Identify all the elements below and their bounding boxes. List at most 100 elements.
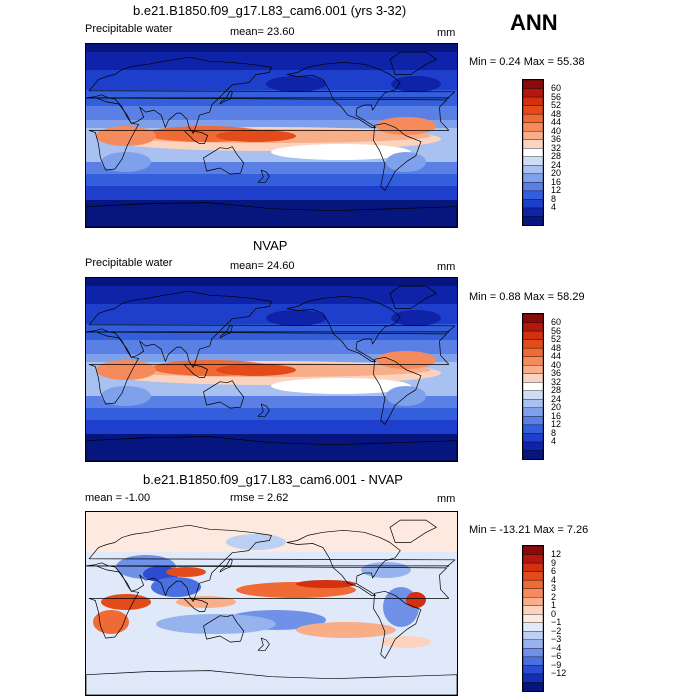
panel2-map xyxy=(85,277,458,462)
field-band xyxy=(86,174,457,186)
panel3-mean: mean = -1.00 xyxy=(85,492,151,504)
colorbar-box xyxy=(523,622,543,632)
field-blob xyxy=(216,364,296,376)
colorbar-box xyxy=(523,182,543,192)
field-blob xyxy=(216,130,296,142)
colorbar-box xyxy=(523,156,543,166)
field-band xyxy=(86,420,457,434)
continent-outline xyxy=(86,670,457,695)
colorbar-tick-label: 32 xyxy=(551,142,562,153)
field-band xyxy=(86,200,457,227)
colorbar-tick-label: 12 xyxy=(551,549,562,559)
field-blob xyxy=(296,580,356,588)
colorbar-tick-label: 40 xyxy=(551,125,562,136)
panel3-map-svg xyxy=(86,512,457,695)
panel2-colorbar-svg xyxy=(523,314,543,459)
colorbar-tick-label: 12 xyxy=(551,185,562,196)
field-band xyxy=(86,434,457,461)
colorbar-tick-label: 48 xyxy=(551,342,562,353)
continent-outline xyxy=(86,202,457,227)
colorbar-tick-label: 4 xyxy=(551,202,557,213)
field-band xyxy=(86,162,457,174)
continent-outline xyxy=(219,90,233,105)
panel1-title: b.e21.B1850.f09_g17.L83_cam6.001 (yrs 3-… xyxy=(133,3,407,18)
panel3-colorbar xyxy=(522,545,544,692)
field-blob xyxy=(361,562,411,578)
colorbar-tick-label: 28 xyxy=(551,151,562,162)
colorbar-box xyxy=(523,199,543,209)
continent-outline xyxy=(219,558,233,573)
field-band xyxy=(86,396,457,408)
colorbar-box xyxy=(523,605,543,615)
panel2-mean: mean= 24.60 xyxy=(230,260,295,272)
panel1-map-svg xyxy=(86,44,457,227)
colorbar-tick-label: 20 xyxy=(551,402,562,413)
panel1-field-label: Precipitable water xyxy=(85,23,173,35)
panel3-unit: mm xyxy=(437,493,456,505)
field-blob xyxy=(296,622,396,638)
panel2-colorbar xyxy=(522,313,544,460)
field-band xyxy=(86,408,457,420)
colorbar-box xyxy=(523,139,543,149)
colorbar-box xyxy=(523,656,543,667)
continent-outline xyxy=(389,51,437,75)
colorbar-tick-label: −9 xyxy=(551,659,562,670)
field-band xyxy=(86,106,457,120)
continent-outline xyxy=(203,614,245,643)
colorbar-tick-label: 60 xyxy=(551,83,562,93)
continent-outline xyxy=(257,169,270,183)
field-blob xyxy=(266,76,326,92)
colorbar-box xyxy=(523,339,543,349)
colorbar-tick-label: 9 xyxy=(551,557,557,568)
colorbar-tick-label: 24 xyxy=(551,159,562,170)
colorbar-box xyxy=(523,216,543,225)
colorbar-tick-label: 36 xyxy=(551,368,562,379)
colorbar-tick-label: 6 xyxy=(551,566,557,577)
colorbar-tick-label: 0 xyxy=(551,608,557,619)
colorbar-box xyxy=(523,96,543,107)
colorbar-box xyxy=(523,579,543,590)
panel3-title: b.e21.B1850.f09_g17.L83_cam6.001 - NVAP xyxy=(143,472,403,487)
field-blob xyxy=(271,378,411,394)
continent-outline xyxy=(373,590,422,659)
colorbar-tick-label: 36 xyxy=(551,134,562,145)
continent-outline xyxy=(389,519,437,543)
colorbar-tick-label: −6 xyxy=(551,651,562,662)
field-blob xyxy=(96,360,156,380)
field-band xyxy=(86,354,457,364)
colorbar-tick-label: 48 xyxy=(551,108,562,119)
continent-outline xyxy=(86,524,456,602)
continent-outline xyxy=(183,364,208,378)
continent-outline xyxy=(219,324,233,339)
colorbar-box xyxy=(523,631,543,641)
colorbar-tick-label: 12 xyxy=(551,419,562,430)
field-blob xyxy=(391,76,441,92)
panel1-unit: mm xyxy=(437,27,456,39)
panel2-unit: mm xyxy=(437,261,456,273)
colorbar-tick-label: 16 xyxy=(551,176,562,187)
colorbar-tick-label: −1 xyxy=(551,617,562,628)
continent-outline xyxy=(373,356,422,425)
panel2-minmax: Min = 0.88 Max = 58.29 xyxy=(469,291,585,303)
colorbar-box xyxy=(523,80,543,90)
colorbar-box xyxy=(523,173,543,184)
colorbar-box xyxy=(523,665,543,675)
colorbar-box xyxy=(523,596,543,607)
panel2-field-label: Precipitable water xyxy=(85,257,173,269)
field-band xyxy=(86,52,457,70)
panel3-minmax: Min = -13.21 Max = 7.26 xyxy=(469,524,589,536)
colorbar-box xyxy=(523,433,543,443)
continent-outline xyxy=(286,295,401,362)
continent-outline xyxy=(286,529,401,596)
colorbar-tick-label: 40 xyxy=(551,359,562,370)
colorbar-box xyxy=(523,390,543,400)
colorbar-tick-label: 44 xyxy=(551,351,562,362)
panel1-mean: mean= 23.60 xyxy=(230,26,295,38)
colorbar-box xyxy=(523,130,543,141)
colorbar-tick-label: 52 xyxy=(551,334,562,345)
field-blob xyxy=(101,152,151,172)
colorbar-box xyxy=(523,416,543,426)
colorbar-tick-label: −3 xyxy=(551,634,562,645)
colorbar-tick-label: 44 xyxy=(551,117,562,128)
colorbar-box xyxy=(523,364,543,375)
